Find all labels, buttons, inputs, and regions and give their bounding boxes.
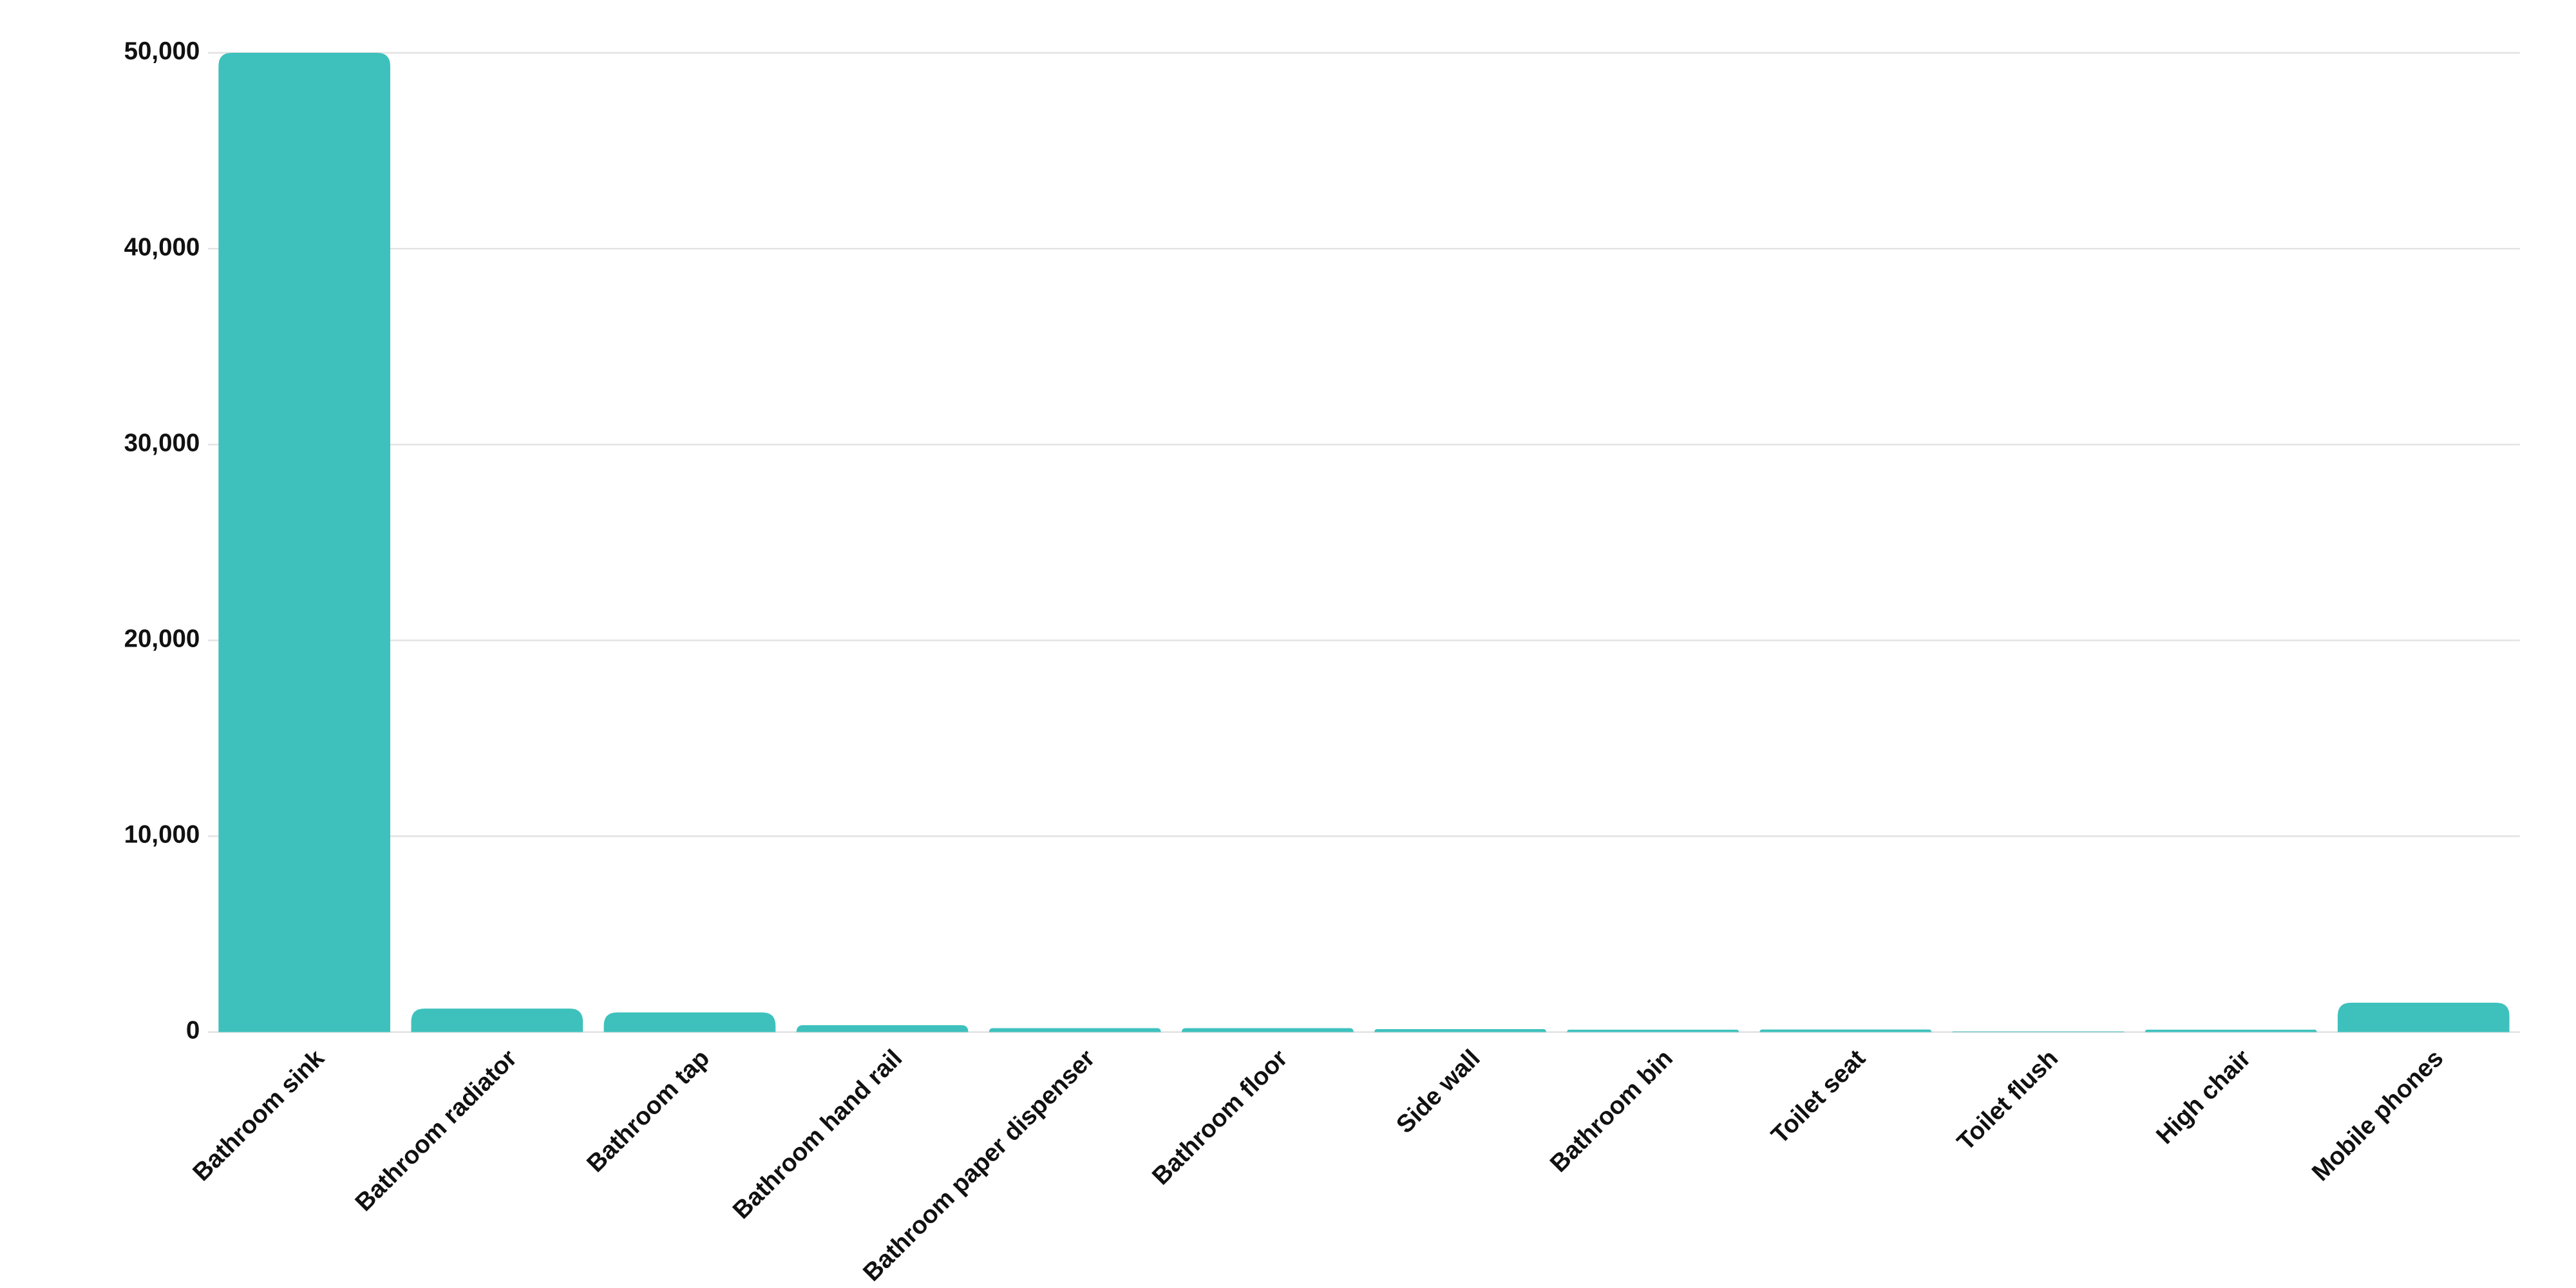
x-tick-label: Side wall bbox=[1391, 1045, 1486, 1139]
bar bbox=[2145, 1029, 2317, 1032]
x-tick-label: Bathroom hand rail bbox=[728, 1045, 908, 1225]
x-tick-label: High chair bbox=[2151, 1045, 2256, 1150]
x-tick-label: Mobile phones bbox=[2307, 1045, 2449, 1187]
x-tick-label: Bathroom bin bbox=[1545, 1045, 1678, 1178]
y-tick-label: 50,000 bbox=[124, 37, 200, 65]
bar bbox=[796, 1025, 969, 1032]
bar bbox=[1374, 1029, 1546, 1032]
bar bbox=[2337, 1002, 2510, 1032]
bar bbox=[411, 1009, 583, 1032]
y-tick-label: 0 bbox=[186, 1017, 200, 1045]
y-tick-label: 30,000 bbox=[124, 429, 200, 457]
x-tick-label: Bathroom floor bbox=[1147, 1045, 1293, 1191]
bar bbox=[218, 53, 390, 1032]
x-tick-label: Bathroom paper dispenser bbox=[858, 1045, 1100, 1287]
x-tick-label: Bathroom radiator bbox=[350, 1045, 522, 1217]
bar bbox=[1759, 1029, 1932, 1032]
x-tick-label: Toilet flush bbox=[1952, 1045, 2063, 1156]
bar bbox=[1567, 1029, 1739, 1032]
x-tick-label: Bathroom tap bbox=[582, 1045, 715, 1178]
y-tick-label: 40,000 bbox=[124, 233, 200, 261]
y-tick-label: 10,000 bbox=[124, 821, 200, 849]
x-tick-label: Toilet seat bbox=[1766, 1044, 1871, 1149]
bar bbox=[1182, 1028, 1354, 1032]
bar bbox=[603, 1012, 776, 1032]
bar bbox=[989, 1028, 1161, 1032]
x-tick-label: Bathroom sink bbox=[187, 1044, 330, 1186]
y-tick-label: 20,000 bbox=[124, 625, 200, 653]
